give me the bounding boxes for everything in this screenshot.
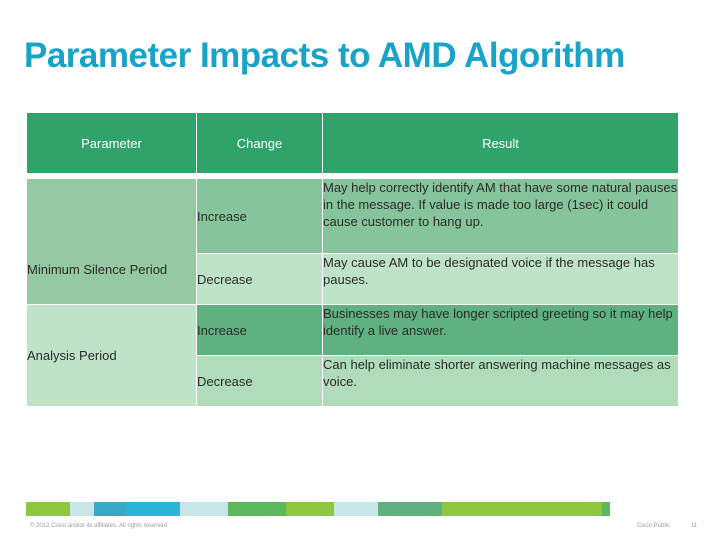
footer-bar-segment (70, 502, 94, 516)
change-cell: Decrease (196, 355, 323, 407)
table-row: Analysis Period Increase Businesses may … (26, 304, 679, 407)
copyright-text: © 2012 Cisco and/or its affiliates. All … (30, 523, 169, 529)
footer-bar-segment (602, 502, 610, 516)
change-cell: Increase (196, 304, 323, 356)
page-number: 11 (691, 523, 698, 529)
parameter-cell: Analysis Period (26, 304, 197, 407)
footer-bar-segment (228, 502, 286, 516)
header-parameter: Parameter (26, 112, 197, 174)
footer-color-bar (26, 502, 686, 516)
change-cell: Decrease (196, 253, 323, 305)
classification-label: Cisco Public (637, 523, 671, 529)
header-result: Result (322, 112, 679, 174)
header-change: Change (196, 112, 323, 174)
parameter-cell: Minimum Silence Period (26, 178, 197, 305)
change-cell: Increase (196, 178, 323, 254)
footer-bar-segment (286, 502, 334, 516)
parameter-label: Minimum Silence Period (27, 262, 168, 277)
footer-bar-segment (180, 502, 228, 516)
page-title: Parameter Impacts to AMD Algorithm (24, 36, 625, 75)
footer-bar-segment (442, 502, 602, 516)
parameter-label: Analysis Period (27, 348, 117, 363)
footer-bar-segment (94, 502, 126, 516)
table-row: Minimum Silence Period Increase May help… (26, 178, 679, 305)
result-cell: May cause AM to be designated voice if t… (322, 253, 679, 305)
table-row: Decrease May cause AM to be designated v… (27, 253, 679, 305)
footer-bar-segment (26, 502, 70, 516)
table-row: Decrease Can help eliminate shorter answ… (27, 355, 679, 407)
result-cell: Can help eliminate shorter answering mac… (322, 355, 679, 407)
result-cell: Businesses may have longer scripted gree… (322, 304, 679, 356)
result-cell: May help correctly identify AM that have… (322, 178, 679, 254)
footer-bar-segment (378, 502, 442, 516)
table-header-row: Parameter Change Result (26, 112, 679, 174)
parameter-table: Parameter Change Result Minimum Silence … (26, 112, 679, 407)
footer-bar-segment (126, 502, 180, 516)
footer-bar-segment (334, 502, 378, 516)
